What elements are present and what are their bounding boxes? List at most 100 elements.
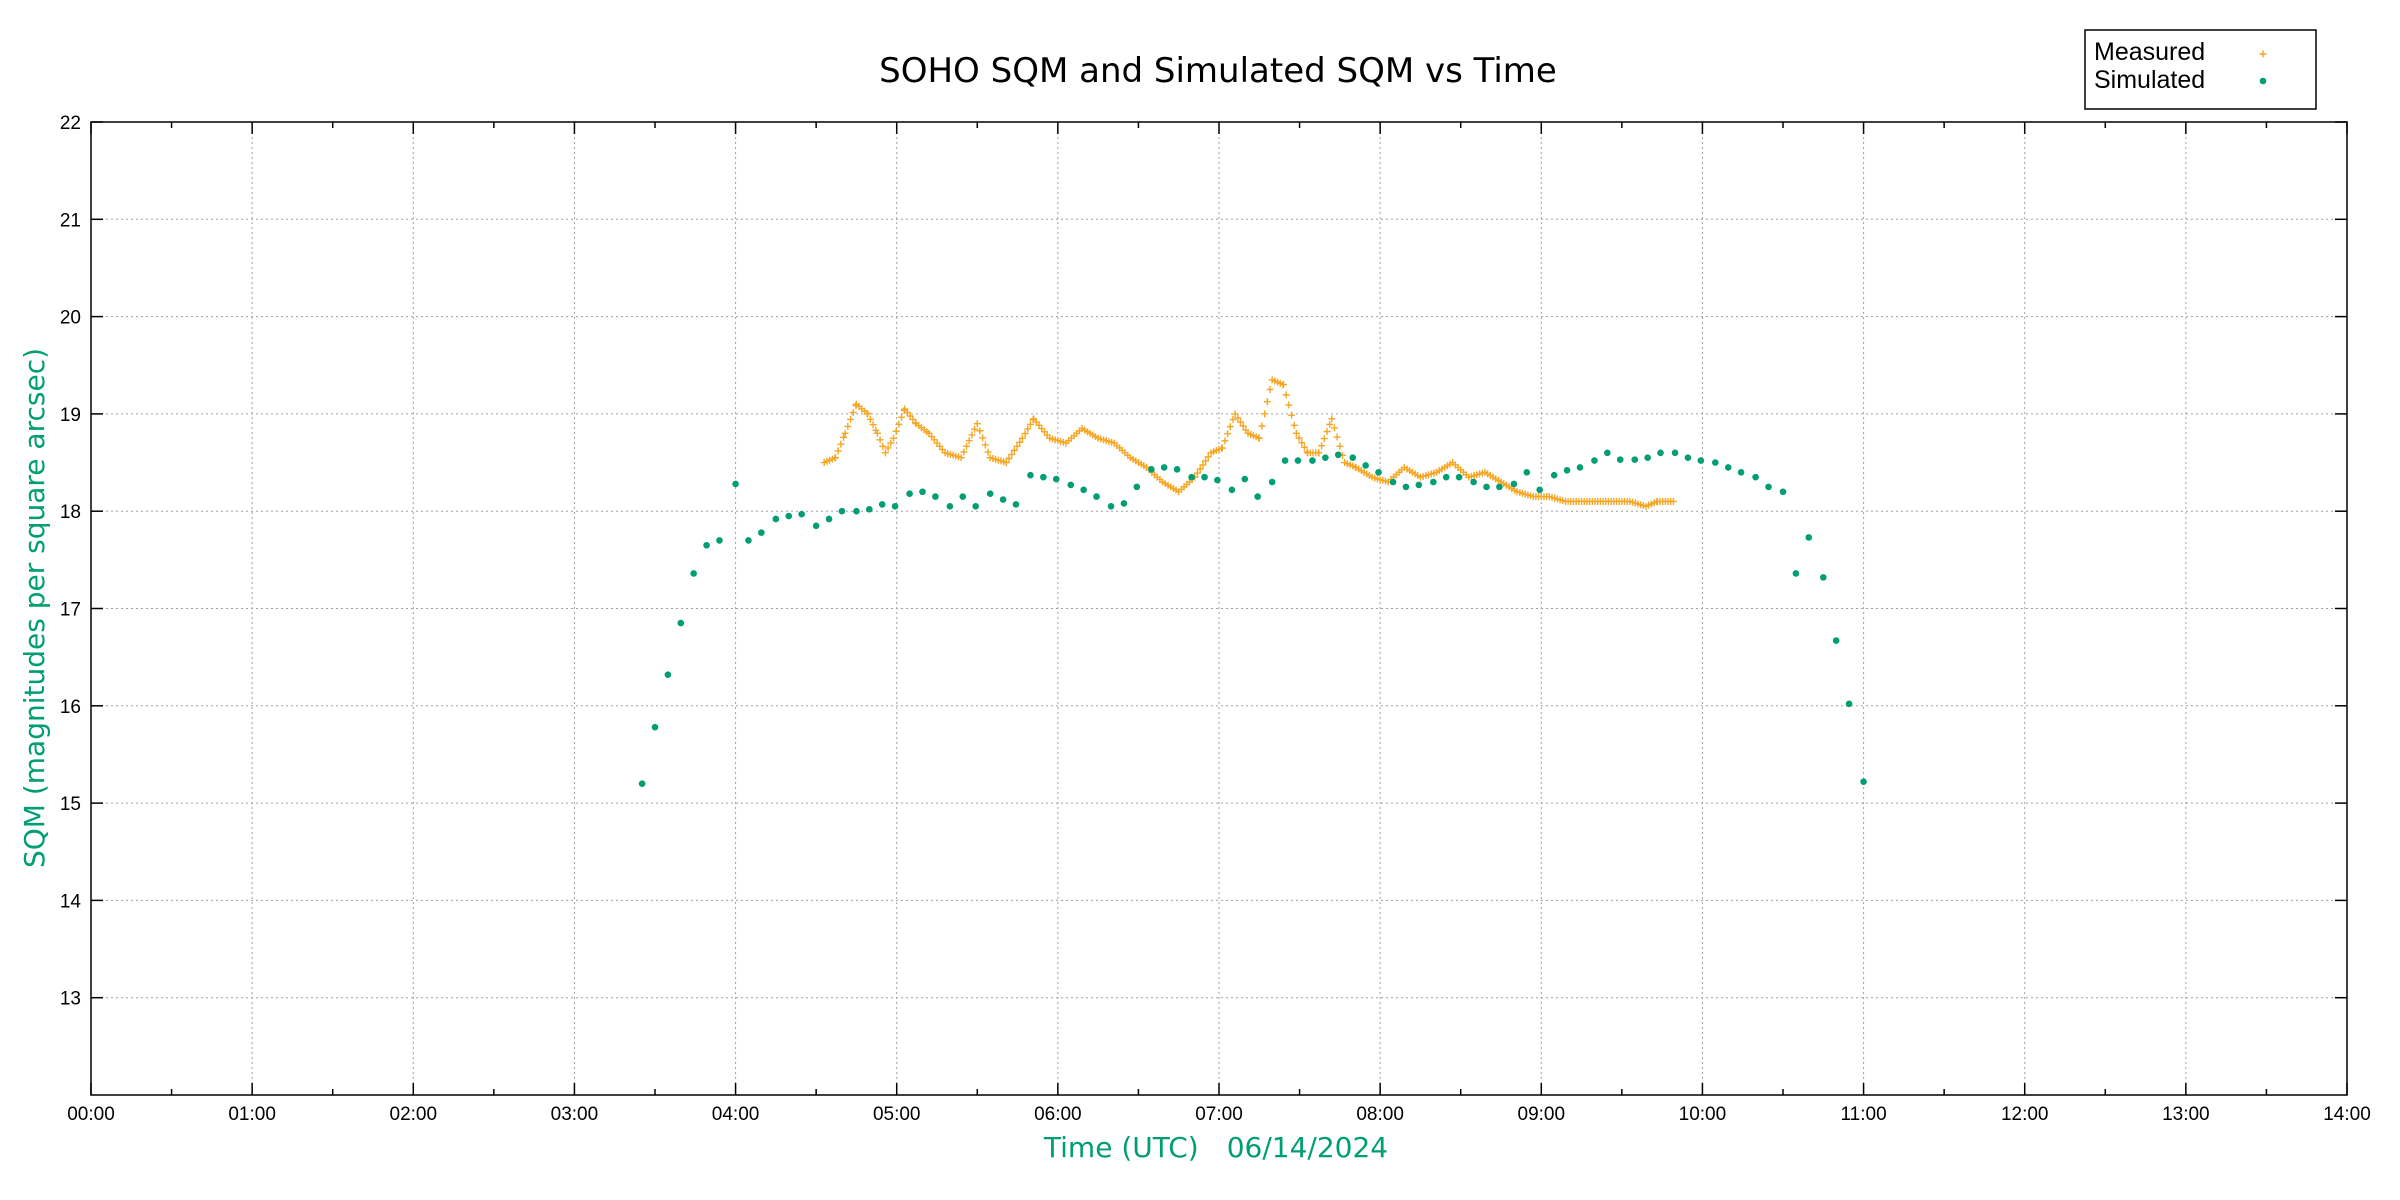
simulated-point	[1752, 473, 1759, 481]
measured-point	[1221, 437, 1229, 445]
measured-point	[971, 425, 979, 433]
measured-point	[1258, 422, 1266, 430]
measured-point	[876, 436, 884, 444]
measured-point	[1199, 461, 1207, 469]
measured-point	[1008, 450, 1016, 458]
y-tick-label: 16	[60, 697, 81, 718]
y-tick-label: 20	[60, 308, 81, 329]
plot-frame	[90, 121, 2348, 1096]
measured-point	[1669, 497, 1677, 505]
measured-point	[968, 431, 976, 439]
simulated-point	[1415, 481, 1423, 489]
x-tick-label: 08:00	[1356, 1104, 1404, 1125]
simulated-point	[664, 671, 672, 678]
measured-point	[1021, 430, 1029, 438]
measured-point	[1298, 439, 1306, 447]
measured-point	[895, 420, 903, 428]
simulated-point	[825, 515, 833, 523]
simulated-point	[1442, 473, 1450, 481]
measured-point	[960, 448, 968, 456]
simulated-point	[838, 507, 846, 515]
simulated-point	[716, 537, 723, 544]
measured-point	[1288, 411, 1296, 419]
x-tick-label: 03:00	[551, 1104, 599, 1125]
y-tick-label: 15	[60, 794, 81, 815]
simulated-point	[1027, 471, 1034, 479]
measured-point	[831, 454, 839, 462]
simulated-point	[1188, 473, 1195, 481]
simulated-point	[1375, 468, 1382, 476]
measured-point	[1013, 442, 1021, 450]
measured-point	[892, 427, 900, 435]
measured-point	[1282, 391, 1290, 399]
measured-point	[1326, 420, 1334, 428]
measured-point	[887, 439, 895, 447]
measured-point	[879, 442, 887, 450]
measured-point	[1266, 385, 1274, 393]
y-tick-label: 19	[60, 405, 81, 426]
simulated-point	[1052, 475, 1060, 483]
measured-point	[1295, 434, 1303, 442]
simulated-point	[1362, 462, 1369, 469]
simulated-point	[891, 503, 899, 510]
measured-point	[1224, 430, 1232, 438]
measured-point	[889, 434, 897, 442]
simulated-point	[1268, 478, 1276, 486]
simulated-point	[1712, 459, 1719, 466]
simulated-point	[1080, 486, 1087, 494]
measured-point	[898, 413, 906, 421]
simulated-point	[1483, 483, 1490, 491]
simulated-point	[1228, 486, 1236, 494]
simulated-point	[1455, 473, 1463, 481]
y-tick-labels: 13 14 15 16 17 18 19 20 21 22	[60, 113, 82, 1010]
measured-point	[1196, 465, 1204, 473]
x-tick-label: 01:00	[228, 1104, 276, 1125]
measured-point	[973, 420, 981, 428]
measured-point	[1237, 418, 1244, 426]
chart-title: SOHO SQM and Simulated SQM vs Time	[879, 51, 1557, 91]
simulated-point	[1616, 456, 1624, 463]
measured-point	[1336, 442, 1344, 450]
simulated-point	[1792, 570, 1800, 577]
x-tick-label: 10:00	[1679, 1104, 1727, 1125]
simulated-point	[1294, 457, 1302, 464]
simulated-point	[1805, 534, 1813, 541]
simulated-point	[1040, 473, 1047, 481]
simulated-point	[866, 505, 873, 513]
legend-label-simulated: Simulated	[2094, 66, 2205, 94]
y-tick-label: 18	[60, 502, 81, 523]
y-tick-label: 14	[60, 891, 82, 912]
simulated-point	[745, 537, 752, 544]
legend: Measured Simulated	[2084, 29, 2317, 110]
measured-point	[1204, 453, 1212, 461]
measured-point	[1279, 381, 1287, 389]
measured-point	[1315, 449, 1323, 457]
simulated-point	[1470, 478, 1477, 486]
measured-point	[1255, 434, 1263, 442]
simulated-point	[785, 512, 793, 520]
simulated-point	[703, 541, 710, 549]
simulated-point	[1254, 493, 1261, 500]
x-tick-label: 05:00	[873, 1104, 921, 1125]
measured-point	[866, 415, 874, 423]
measured-series	[820, 376, 1677, 510]
measured-point	[1194, 469, 1202, 477]
simulated-point	[1402, 483, 1410, 491]
simulated-point	[1430, 478, 1437, 486]
simulated-point	[1334, 451, 1342, 459]
simulated-point	[1173, 466, 1181, 473]
measured-point	[837, 440, 845, 448]
simulated-point	[677, 619, 685, 627]
measured-point	[1229, 416, 1237, 424]
simulated-point	[1523, 468, 1531, 476]
simulated-point	[732, 480, 739, 488]
simulated-point	[1779, 488, 1787, 496]
measured-point	[981, 441, 989, 449]
measured-point	[884, 444, 892, 452]
x-tick-label: 09:00	[1518, 1104, 1566, 1125]
x-axis-title: Time (UTC)	[1043, 1131, 1199, 1164]
measured-point	[1263, 398, 1271, 406]
measured-point	[1323, 427, 1331, 435]
x-tick-label: 07:00	[1195, 1104, 1243, 1125]
